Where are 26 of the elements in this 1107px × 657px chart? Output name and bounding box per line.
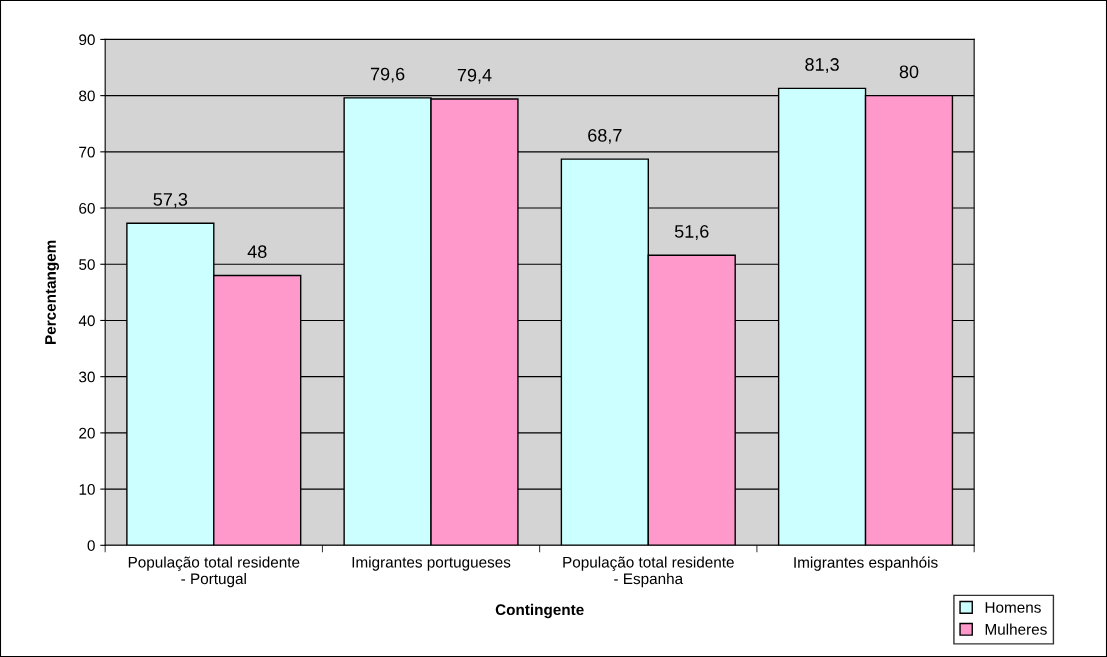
data-label: 57,3 — [153, 192, 188, 208]
x-tick-label: Imigrantes espanhóis — [794, 556, 938, 571]
y-tick-label: 50 — [79, 259, 95, 270]
y-axis-title: Percentangem — [45, 240, 60, 344]
data-label: 51,6 — [674, 225, 709, 240]
y-tick-label: 80 — [79, 90, 95, 102]
data-label: 79,4 — [457, 68, 492, 84]
y-tick-label: 10 — [79, 483, 95, 495]
y-tick-label: 0 — [87, 540, 95, 551]
y-tick-label: 90 — [79, 34, 95, 46]
y-tick-label: 70 — [79, 146, 95, 158]
legend-label: Homens — [985, 602, 1041, 613]
y-tick-label: 20 — [79, 427, 95, 439]
data-label: 48 — [247, 245, 267, 259]
data-label: 80 — [899, 65, 919, 79]
y-tick-label: 40 — [78, 315, 95, 327]
legend-label: Mulheres — [985, 623, 1047, 635]
x-tick-label: População total residente - Portugal — [128, 556, 300, 588]
data-label: 68,7 — [588, 128, 622, 144]
y-tick-label: 30 — [79, 371, 95, 383]
y-tick-label: 60 — [79, 202, 95, 214]
x-tick-label: População total residente - Espanha — [563, 556, 734, 588]
x-tick-label: Imigrantes portugueses — [352, 556, 511, 571]
data-label: 79,6 — [370, 67, 405, 83]
data-label: 81,3 — [805, 58, 839, 73]
x-axis-title: Contingente — [495, 603, 584, 619]
